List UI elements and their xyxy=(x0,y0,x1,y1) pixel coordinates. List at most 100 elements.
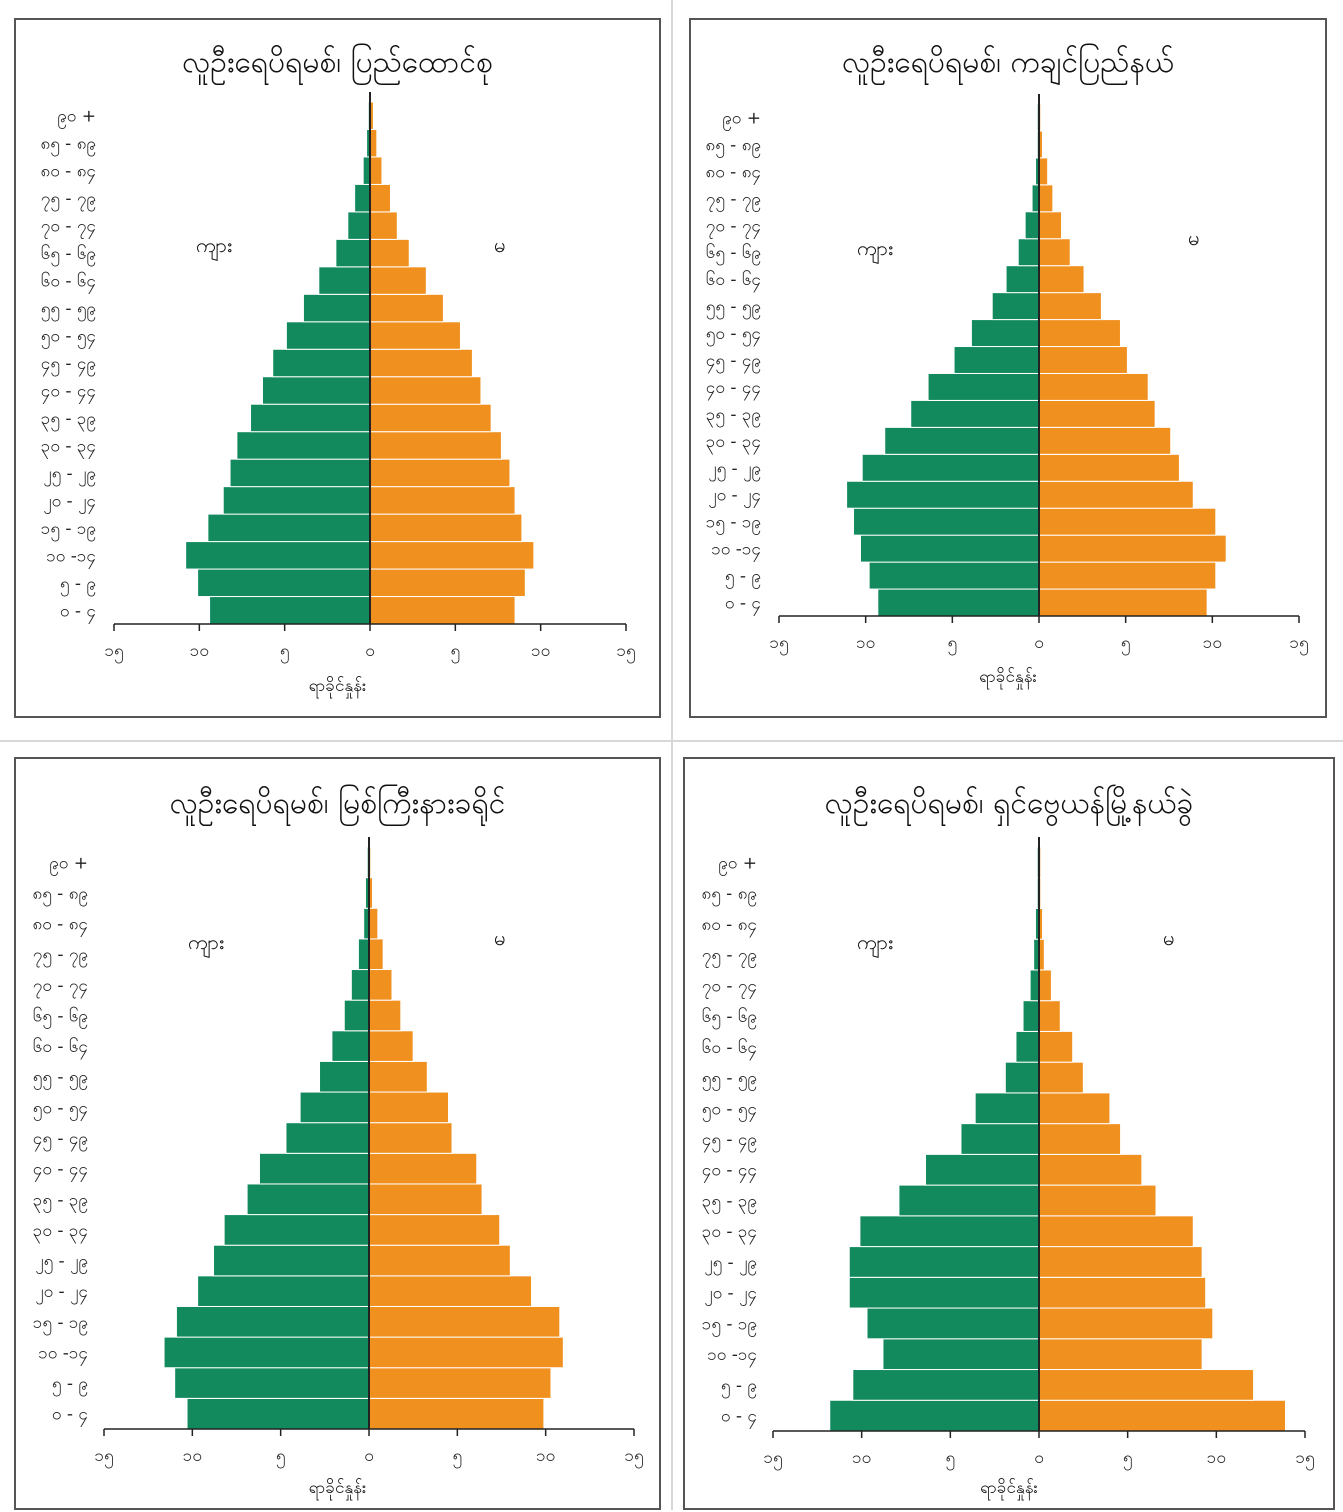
female-bar xyxy=(1038,1000,1061,1032)
male-bar xyxy=(258,1152,370,1185)
male-bar xyxy=(302,293,371,323)
male-bar xyxy=(343,999,370,1032)
male-bar xyxy=(1024,211,1040,240)
age-group-label: ၅၅ - ၅၉ xyxy=(41,299,96,322)
chart-title: လူဦးရေပိရမစ်၊ ရှင်ဗွေယန်မြို့နယ်ခွဲ xyxy=(824,786,1194,821)
male-bar xyxy=(331,1030,370,1062)
age-group-label: ၉၀ + xyxy=(57,107,96,130)
age-group-label: ၅၅ - ၅၉ xyxy=(702,1069,757,1092)
age-group-label: ၃၀ - ၃၄ xyxy=(41,436,96,459)
male-bar xyxy=(186,1397,370,1430)
female-bar xyxy=(1038,1338,1203,1371)
male-bar xyxy=(882,1338,1040,1371)
age-group-label: ၁၅ - ၁၉ xyxy=(706,513,761,536)
male-bar xyxy=(209,596,371,625)
male-bar xyxy=(991,292,1040,321)
female-bar xyxy=(1038,969,1052,1002)
pyramid-panel-union: လူဦးရေပိရမစ်၊ ပြည်ထောင်စု ကျား မ ၀ - ၄ ၅ … xyxy=(14,18,661,718)
age-group-label: ၅၅ - ၅၉ xyxy=(33,1068,88,1091)
female-bar xyxy=(369,458,511,488)
male-bar xyxy=(974,1092,1040,1125)
male-bar xyxy=(362,156,371,185)
female-bar xyxy=(369,348,473,378)
age-group-label: ၁၅ - ၁၉ xyxy=(41,519,96,542)
male-bar xyxy=(960,1123,1040,1155)
male-bar xyxy=(299,1091,370,1124)
male-bar xyxy=(335,238,371,268)
male-bar xyxy=(1031,184,1040,213)
male-bar xyxy=(953,346,1040,374)
chart-title: လူဦးရေပိရမစ်၊ ကချင်ပြည်နယ် xyxy=(842,45,1174,80)
x-tick-label: ၁၀ xyxy=(190,641,209,661)
male-bar xyxy=(898,1184,1040,1217)
x-tick-label: ၁၅ xyxy=(1295,1448,1314,1471)
age-group-label: ၄၅ - ၄၉ xyxy=(33,1129,88,1152)
female-bar xyxy=(368,1305,561,1338)
age-group-label: ၇၀ - ၇၄ xyxy=(33,976,88,999)
age-group-label: ၈၀ - ၈၄ xyxy=(706,162,762,185)
female-bar xyxy=(1038,480,1194,509)
age-group-label: ၆၅ - ၆၉ xyxy=(41,243,96,267)
male-bar xyxy=(927,372,1040,401)
male-bar xyxy=(354,183,371,213)
female-bar xyxy=(368,1336,564,1369)
age-group-label: ၁၀ -၁၄ xyxy=(707,1345,757,1368)
age-group-label: ၅ - ၉ xyxy=(721,1376,757,1399)
age-group-label: ၅ - ၉ xyxy=(725,567,761,590)
age-group-label: ၄၀ - ၄၄ xyxy=(702,1161,757,1184)
chart-title: လူဦးရေပိရမစ်၊ မြစ်ကြီးနားခရိုင် xyxy=(169,786,506,821)
male-bar xyxy=(877,588,1040,617)
age-group-label: ၆၀ - ၆၄ xyxy=(33,1036,88,1060)
age-group-label: ၄၅ - ၄၉ xyxy=(706,351,761,374)
age-group-label: ၉၀ + xyxy=(722,108,761,131)
x-tick-label: ၅ xyxy=(948,633,958,656)
age-group-label: ၂၅ - ၂၉ xyxy=(708,459,761,482)
age-group-label: ၃၅ - ၃၉ xyxy=(33,1190,88,1213)
age-group-label: ၅၀ - ၅၄ xyxy=(706,324,761,347)
male-bar xyxy=(884,426,1040,455)
male-bar xyxy=(1004,1061,1040,1094)
male-bar xyxy=(246,1183,370,1216)
female-bar xyxy=(368,1030,414,1062)
female-bar xyxy=(368,1091,449,1124)
male-bar xyxy=(1017,238,1040,267)
pyramid-panel-myitkyina-district: လူဦးရေပိရမစ်၊ မြစ်ကြီးနားခရိုင် ကျား မ ၀… xyxy=(14,757,661,1510)
male-bar xyxy=(925,1153,1040,1186)
male-bar xyxy=(318,266,371,295)
age-group-label: ၆၅ - ၆၉ xyxy=(706,242,761,266)
female-bar xyxy=(1038,1061,1084,1094)
female-bar xyxy=(368,1275,533,1307)
female-bar xyxy=(1038,372,1149,401)
female-bar xyxy=(1038,1215,1194,1248)
x-tick-label: ၁၅ xyxy=(769,633,788,656)
female-bar xyxy=(368,1214,501,1246)
age-group-label: ၄၅ - ၄၉ xyxy=(41,354,96,377)
female-bar xyxy=(1038,1246,1203,1278)
age-group-label: ၅ - ၉ xyxy=(60,574,96,597)
male-bar xyxy=(846,480,1040,509)
age-group-label: ၇၀ - ၇၄ xyxy=(706,216,761,239)
x-tick-label: ၅ xyxy=(1123,1448,1133,1471)
pyramid-chart: ၀ - ၄ ၅ - ၉ ၁၀ -၁၄ ၁၅ - ၁၉ ၂၀ - ၂၄ ၂၅ - ၂၉ ၃၀ … xyxy=(41,92,636,664)
female-bar xyxy=(1038,157,1049,186)
age-group-label: ၀ - ၄ xyxy=(52,1405,88,1428)
age-group-label: ၂၀ - ၂၄ xyxy=(35,1282,88,1305)
x-tick-label: ၅ xyxy=(453,1446,463,1469)
male-label: ကျား xyxy=(857,236,894,260)
female-bar xyxy=(368,1183,483,1216)
pyramid-panel-shinbwayyang-subtownship: လူဦးရေပိရမစ်၊ ရှင်ဗွေယန်မြို့နယ်ခွဲ ကျား… xyxy=(683,757,1335,1510)
male-bar xyxy=(213,1244,370,1277)
female-bar xyxy=(1038,1123,1122,1155)
female-bar xyxy=(1038,1092,1111,1125)
x-tick-label: ၅ xyxy=(280,641,290,664)
age-group-label: ၈၀ - ၈၄ xyxy=(33,915,89,938)
age-group-label: ၆၀ - ၆၄ xyxy=(702,1037,757,1061)
x-tick-label: ၁၀ xyxy=(531,641,550,661)
male-bar xyxy=(223,1214,370,1246)
x-tick-label: ၁၅ xyxy=(616,641,635,664)
male-bar xyxy=(222,486,371,515)
x-tick-label: ၀ xyxy=(364,1446,374,1466)
male-bar xyxy=(970,319,1040,348)
grid-divider-vertical xyxy=(671,0,673,1510)
female-bar xyxy=(369,128,378,158)
